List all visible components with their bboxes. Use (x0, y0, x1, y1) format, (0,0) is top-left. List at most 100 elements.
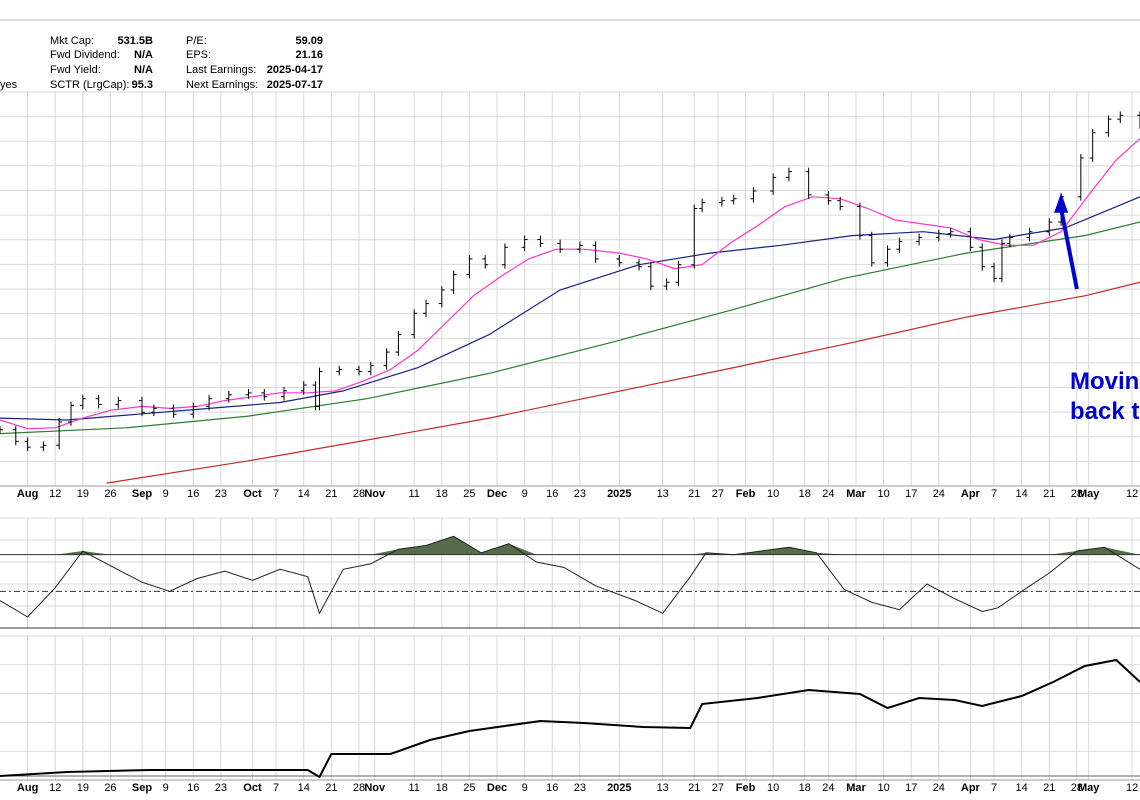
price-bar (805, 167, 812, 199)
eps-label: EPS: (186, 49, 212, 61)
x-tick-label: May (1078, 488, 1100, 500)
price-bar (1105, 115, 1112, 137)
price-bar (916, 233, 923, 246)
sctr-value: 95.3 (131, 79, 153, 91)
x-tick-label: 21 (325, 488, 337, 500)
fwd-dividend-label: Fwd Dividend: (50, 49, 120, 61)
x-tick-label: 9 (522, 488, 528, 500)
x-tick-label: 10 (877, 488, 889, 500)
last-earnings-value: 2025-04-17 (266, 64, 323, 76)
price-bar (884, 245, 891, 267)
price-bar (521, 235, 528, 252)
pe-label: P/E: (186, 35, 207, 47)
price-bar (616, 255, 623, 267)
x-tick-label: 11 (408, 488, 419, 500)
x-tick-label: 25 (463, 488, 475, 500)
relative-panel (0, 658, 1140, 779)
x-tick-label: 11 (408, 782, 419, 794)
price-bar (947, 227, 954, 238)
price-bar (0, 425, 3, 434)
x-tick-label: 23 (215, 782, 227, 794)
price-bar (367, 361, 374, 376)
price-bar (856, 202, 863, 240)
x-tick-label: 10 (767, 488, 779, 500)
x-tick-label: 19 (77, 782, 89, 794)
x-tick-label: Apr (961, 782, 981, 794)
x-tick-label: 16 (187, 782, 199, 794)
x-tick-label: 18 (436, 782, 448, 794)
annotation-arrow-head (1054, 192, 1069, 213)
x-tick-label: Nov (364, 782, 386, 794)
x-tick-label: Nov (364, 488, 386, 500)
x-axis-labels: Aug 12 19 26 Sep 9 16 23 Oct 7 14 21 28 Nov 11 18 25 Dec 9… (17, 488, 1138, 794)
x-tick-label: Aug (17, 488, 38, 500)
x-tick-label: 28 (1071, 782, 1083, 794)
price-bar (12, 425, 19, 446)
price-bar (991, 262, 998, 283)
next-earnings-label: Next Earnings: (186, 79, 259, 91)
x-tick-label: 16 (187, 488, 199, 500)
price-panel (0, 111, 1140, 484)
price-bar (56, 418, 63, 450)
price-bar (1117, 111, 1124, 124)
x-tick-label: Mar (846, 488, 866, 500)
x-tick-label: 28 (1071, 488, 1083, 500)
next-earnings-value: 2025-07-17 (266, 79, 323, 91)
last-earnings-label: Last Earnings: (186, 64, 257, 76)
momentum-panel (0, 535, 1140, 629)
fwd-dividend-value: N/A (134, 49, 153, 61)
x-tick-label: 24 (933, 488, 945, 500)
x-tick-label: Mar (846, 782, 866, 794)
price-bar (825, 190, 832, 205)
x-tick-label: 23 (574, 782, 586, 794)
x-tick-label: 17 (905, 782, 917, 794)
x-tick-label: 2025 (607, 488, 631, 500)
x-tick-label: 24 (822, 488, 834, 500)
momentum-overbought-fill (0, 536, 1140, 555)
price-bar (979, 243, 986, 271)
x-tick-label: 26 (104, 488, 116, 500)
x-tick-label: 12 (49, 782, 61, 794)
x-tick-label: 27 (712, 782, 724, 794)
price-bar (423, 299, 430, 318)
price-bar (592, 241, 599, 263)
price-bar (300, 381, 307, 395)
x-tick-label: Apr (961, 488, 981, 500)
x-tick-label: Dec (487, 488, 507, 500)
price-bar (466, 255, 473, 279)
price-bar (837, 196, 844, 211)
price-bar (438, 286, 445, 308)
price-bar (1089, 128, 1096, 162)
x-tick-label: 16 (546, 488, 558, 500)
ma-slow-line (0, 221, 1140, 435)
price-bar (355, 365, 362, 376)
x-tick-label: 18 (799, 782, 811, 794)
price-bar (967, 227, 974, 252)
x-tick-label: 27 (712, 488, 724, 500)
x-tick-label: 28 (353, 782, 365, 794)
x-tick-label: 21 (688, 488, 700, 500)
x-tick-label: Feb (736, 488, 756, 500)
price-bar (336, 365, 343, 376)
chart-header: yes Mkt Cap: 531.5B Fwd Dividend: N/A Fw… (0, 0, 1140, 92)
relative-strength-line (0, 658, 1140, 779)
price-bar (896, 237, 903, 254)
x-tick-label: Aug (17, 782, 38, 794)
price-bar (281, 387, 288, 401)
price-bar (206, 394, 213, 411)
x-tick-label: 7 (991, 782, 997, 794)
x-tick-label: Oct (243, 488, 262, 500)
price-bar (170, 404, 177, 419)
x-tick-label: 12 (1126, 488, 1138, 500)
price-bar (68, 401, 75, 426)
x-tick-label: Oct (243, 782, 262, 794)
chart-grid (0, 91, 1140, 781)
x-tick-label: 24 (933, 782, 945, 794)
momentum-line (0, 535, 1140, 618)
x-tick-label: 28 (353, 488, 365, 500)
price-bar (383, 348, 390, 370)
annotation-line-2: back t (1070, 398, 1140, 425)
x-tick-label: 24 (822, 782, 834, 794)
price-bar (261, 388, 268, 401)
price-bar (1046, 218, 1053, 236)
